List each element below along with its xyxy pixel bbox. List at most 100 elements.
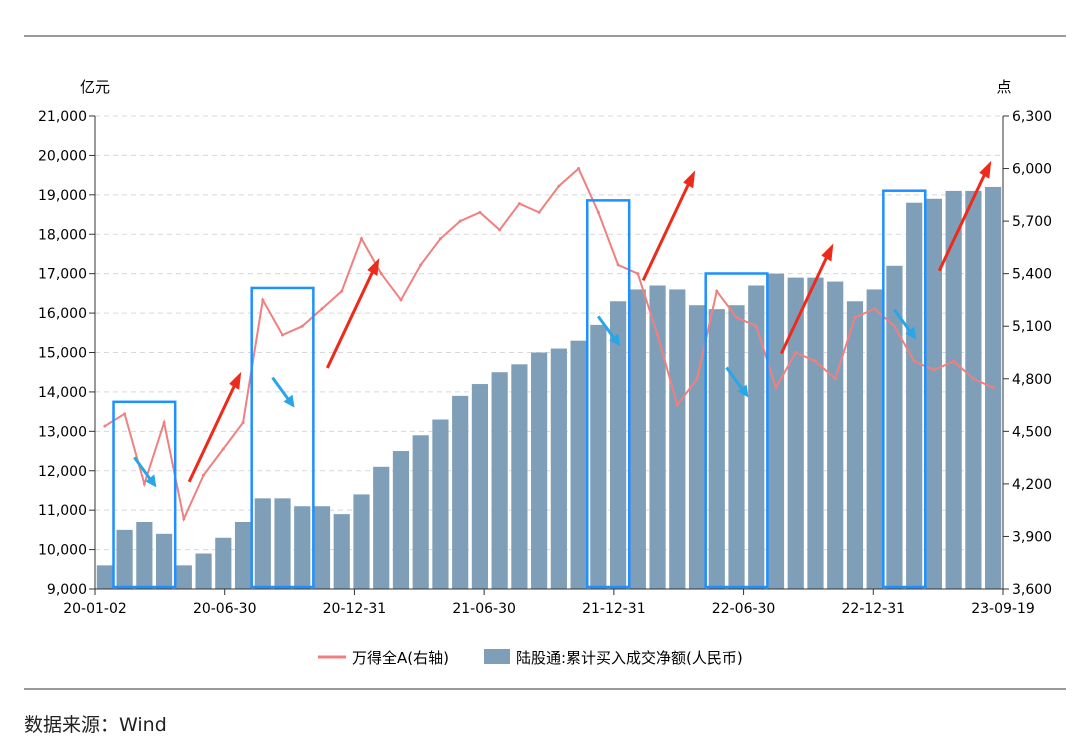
red-arrow-head: [229, 371, 242, 390]
blue-arrow-head: [609, 333, 621, 347]
line-point: [892, 324, 896, 328]
blue-arrow-shaft: [893, 308, 912, 333]
bar: [195, 553, 212, 589]
line-point: [833, 377, 837, 381]
bar: [215, 537, 232, 589]
left-tick-label: 14,000: [38, 385, 87, 401]
bar: [136, 521, 153, 589]
right-tick-label: 4,200: [1012, 477, 1052, 493]
legend: 万得全A(右轴) 陆股通:累计买入成交净额(人民币): [318, 649, 743, 667]
blue-arrow-head: [905, 326, 917, 340]
left-tick-label: 16,000: [38, 306, 87, 322]
bar: [925, 198, 943, 589]
red-arrow-shaft: [779, 250, 831, 355]
right-tick-label: 3,600: [1012, 582, 1052, 598]
red-arrow-head: [683, 170, 696, 189]
bar: [392, 451, 410, 589]
bar: [313, 506, 331, 589]
line-point: [991, 386, 995, 390]
bar-series: [96, 186, 1002, 589]
bar: [550, 348, 567, 589]
line-point: [517, 202, 521, 206]
bar: [175, 565, 192, 589]
left-tick-label: 10,000: [38, 543, 87, 559]
right-tick-label: 4,500: [1012, 424, 1052, 440]
line-point: [221, 447, 225, 451]
bar: [827, 281, 844, 589]
bar: [609, 301, 627, 589]
left-tick-label: 18,000: [38, 227, 87, 243]
red-arrow-head: [821, 243, 834, 262]
red-arrow-head: [979, 160, 992, 179]
line-point: [912, 359, 916, 363]
left-tick-label: 20,000: [38, 148, 87, 164]
red-arrow-shaft: [937, 168, 989, 272]
line-point: [300, 324, 304, 328]
bar: [333, 514, 350, 589]
bar: [432, 419, 449, 589]
blue-arrow-head: [145, 474, 157, 488]
bar: [294, 506, 311, 589]
line-point: [557, 184, 561, 188]
bar: [945, 190, 962, 589]
bar: [570, 340, 587, 589]
line-point: [636, 272, 640, 276]
line-point: [261, 298, 265, 302]
line-point: [419, 263, 423, 267]
line-point: [458, 219, 462, 223]
bar: [491, 372, 508, 589]
line-point: [774, 386, 778, 390]
bar: [155, 533, 173, 589]
red-arrow-shaft: [641, 177, 693, 281]
data-source: 数据来源：Wind: [24, 714, 167, 736]
legend-label-line: 万得全A(右轴): [352, 649, 449, 667]
bar: [511, 364, 528, 589]
line-point: [202, 473, 206, 477]
x-tick-label: 20-06-30: [193, 601, 257, 617]
line-point: [379, 272, 383, 276]
line-point: [498, 228, 502, 232]
line-point: [142, 482, 146, 486]
line-point: [123, 412, 127, 416]
x-tick-label: 20-01-02: [63, 601, 127, 617]
x-tick-label: 22-12-31: [842, 601, 906, 617]
right-tick-label: 5,700: [1012, 214, 1052, 230]
line-point: [281, 333, 285, 337]
line-point: [794, 351, 798, 354]
line-point: [438, 237, 442, 241]
red-arrow-head: [367, 257, 380, 276]
line-point: [577, 167, 581, 171]
highlight-box: [586, 199, 631, 589]
bar: [590, 324, 607, 589]
bar: [274, 498, 291, 589]
bar: [471, 384, 489, 589]
bar: [116, 529, 133, 589]
bar: [767, 273, 785, 589]
left-tick-label: 11,000: [38, 503, 87, 519]
bar: [669, 289, 686, 589]
bar: [846, 301, 864, 589]
bar: [353, 494, 370, 589]
bar: [373, 466, 390, 589]
line-point: [399, 298, 403, 302]
line-point: [320, 307, 324, 311]
line-point: [873, 307, 877, 311]
right-tick-label: 4,800: [1012, 372, 1052, 388]
right-tick-label: 5,400: [1012, 267, 1052, 283]
right-axis-unit: 点: [996, 78, 1011, 96]
line-point: [340, 289, 344, 293]
bar: [412, 435, 429, 589]
highlight-box: [112, 400, 177, 589]
bar: [234, 521, 252, 589]
line-point: [596, 210, 600, 214]
line-point: [932, 368, 936, 372]
line-point: [853, 315, 857, 319]
line-point: [182, 517, 186, 521]
left-tick-label: 13,000: [38, 424, 87, 440]
annotations: [112, 160, 992, 589]
left-tick-label: 21,000: [38, 109, 87, 125]
x-tick-label: 23-09-19: [971, 601, 1035, 617]
right-tick-label: 6,000: [1012, 162, 1052, 178]
line-point: [971, 377, 975, 381]
bar: [96, 565, 113, 589]
